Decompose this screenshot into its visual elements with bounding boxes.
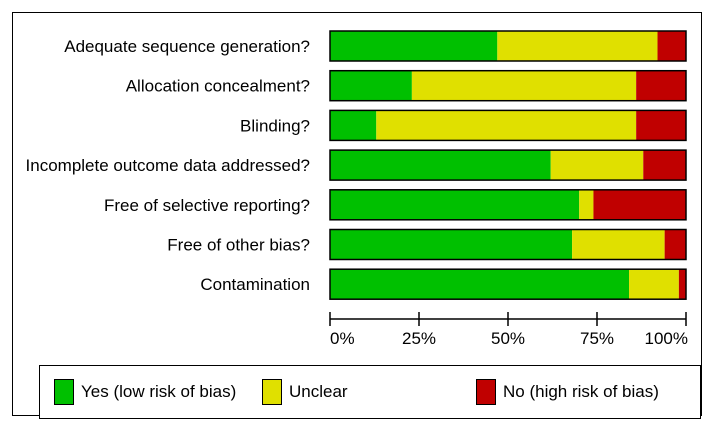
category-label-allocation-concealment: Allocation concealment? <box>126 77 310 96</box>
bar-segment-unclear-6 <box>572 229 665 260</box>
bar-outline-5 <box>329 189 687 221</box>
bar-outline-7 <box>329 268 687 300</box>
legend-swatch-yes <box>54 379 74 405</box>
legend-item-yes: Yes (low risk of bias) <box>54 378 236 406</box>
bar-segment-yes-4 <box>330 150 551 181</box>
x-tick-label-50: 50% <box>491 329 525 348</box>
legend-swatch-no <box>476 379 496 405</box>
bar-outline-6 <box>329 228 687 261</box>
risk-of-bias-chart: Adequate sequence generation? Allocation … <box>26 30 688 348</box>
bar-outline-1 <box>329 30 687 62</box>
x-tick-label-100: 100% <box>645 329 688 348</box>
chart-frame: Adequate sequence generation? Allocation … <box>12 12 702 419</box>
x-tick-label-0: 0% <box>330 329 355 348</box>
legend-swatch-unclear <box>262 379 282 405</box>
bar-segment-unclear-4 <box>550 150 644 181</box>
legend: Yes (low risk of bias) Unclear No (high … <box>39 365 701 419</box>
legend-item-unclear: Unclear <box>262 378 348 406</box>
category-label-incomplete-outcome-data-addressed: Incomplete outcome data addressed? <box>26 156 310 175</box>
bar-segment-unclear-1 <box>497 31 658 61</box>
legend-label-unclear: Unclear <box>289 382 348 401</box>
bar-segment-no-5 <box>593 189 686 220</box>
bar-segment-no-4 <box>643 150 686 181</box>
legend-label-yes: Yes (low risk of bias) <box>81 382 237 401</box>
bar-segment-yes-2 <box>330 70 412 101</box>
bar-segment-unclear-2 <box>411 70 637 101</box>
bar-segment-no-1 <box>657 31 686 61</box>
category-label-blinding: Blinding? <box>240 116 310 135</box>
bar-segment-yes-7 <box>330 269 630 300</box>
bar-segment-no-7 <box>678 269 686 300</box>
category-label-free-of-other-bias: Free of other bias? <box>167 236 310 255</box>
bar-segment-no-6 <box>664 229 686 260</box>
bar-segment-unclear-7 <box>629 269 679 300</box>
bar-segment-unclear-5 <box>579 189 594 220</box>
bar-outline-4 <box>329 149 687 181</box>
legend-label-no: No (high risk of bias) <box>503 382 659 401</box>
x-tick-label-25: 25% <box>402 329 436 348</box>
category-label-adequate-sequence-generation: Adequate sequence generation? <box>64 37 310 56</box>
x-tick-label-75: 75% <box>580 329 614 348</box>
category-label-contamination: Contamination <box>200 275 310 294</box>
bar-segment-no-3 <box>636 110 686 141</box>
bar-outline-2 <box>329 69 687 102</box>
legend-item-no: No (high risk of bias) <box>476 378 659 406</box>
bar-segment-yes-3 <box>330 110 377 141</box>
bar-segment-unclear-3 <box>376 110 637 141</box>
category-label-free-of-selective-reporting: Free of selective reporting? <box>104 196 310 215</box>
bar-segment-yes-6 <box>330 229 573 260</box>
bar-segment-yes-5 <box>330 189 580 220</box>
bar-segment-yes-1 <box>330 31 498 61</box>
bar-segment-no-2 <box>636 70 686 101</box>
bar-outline-3 <box>329 109 687 142</box>
